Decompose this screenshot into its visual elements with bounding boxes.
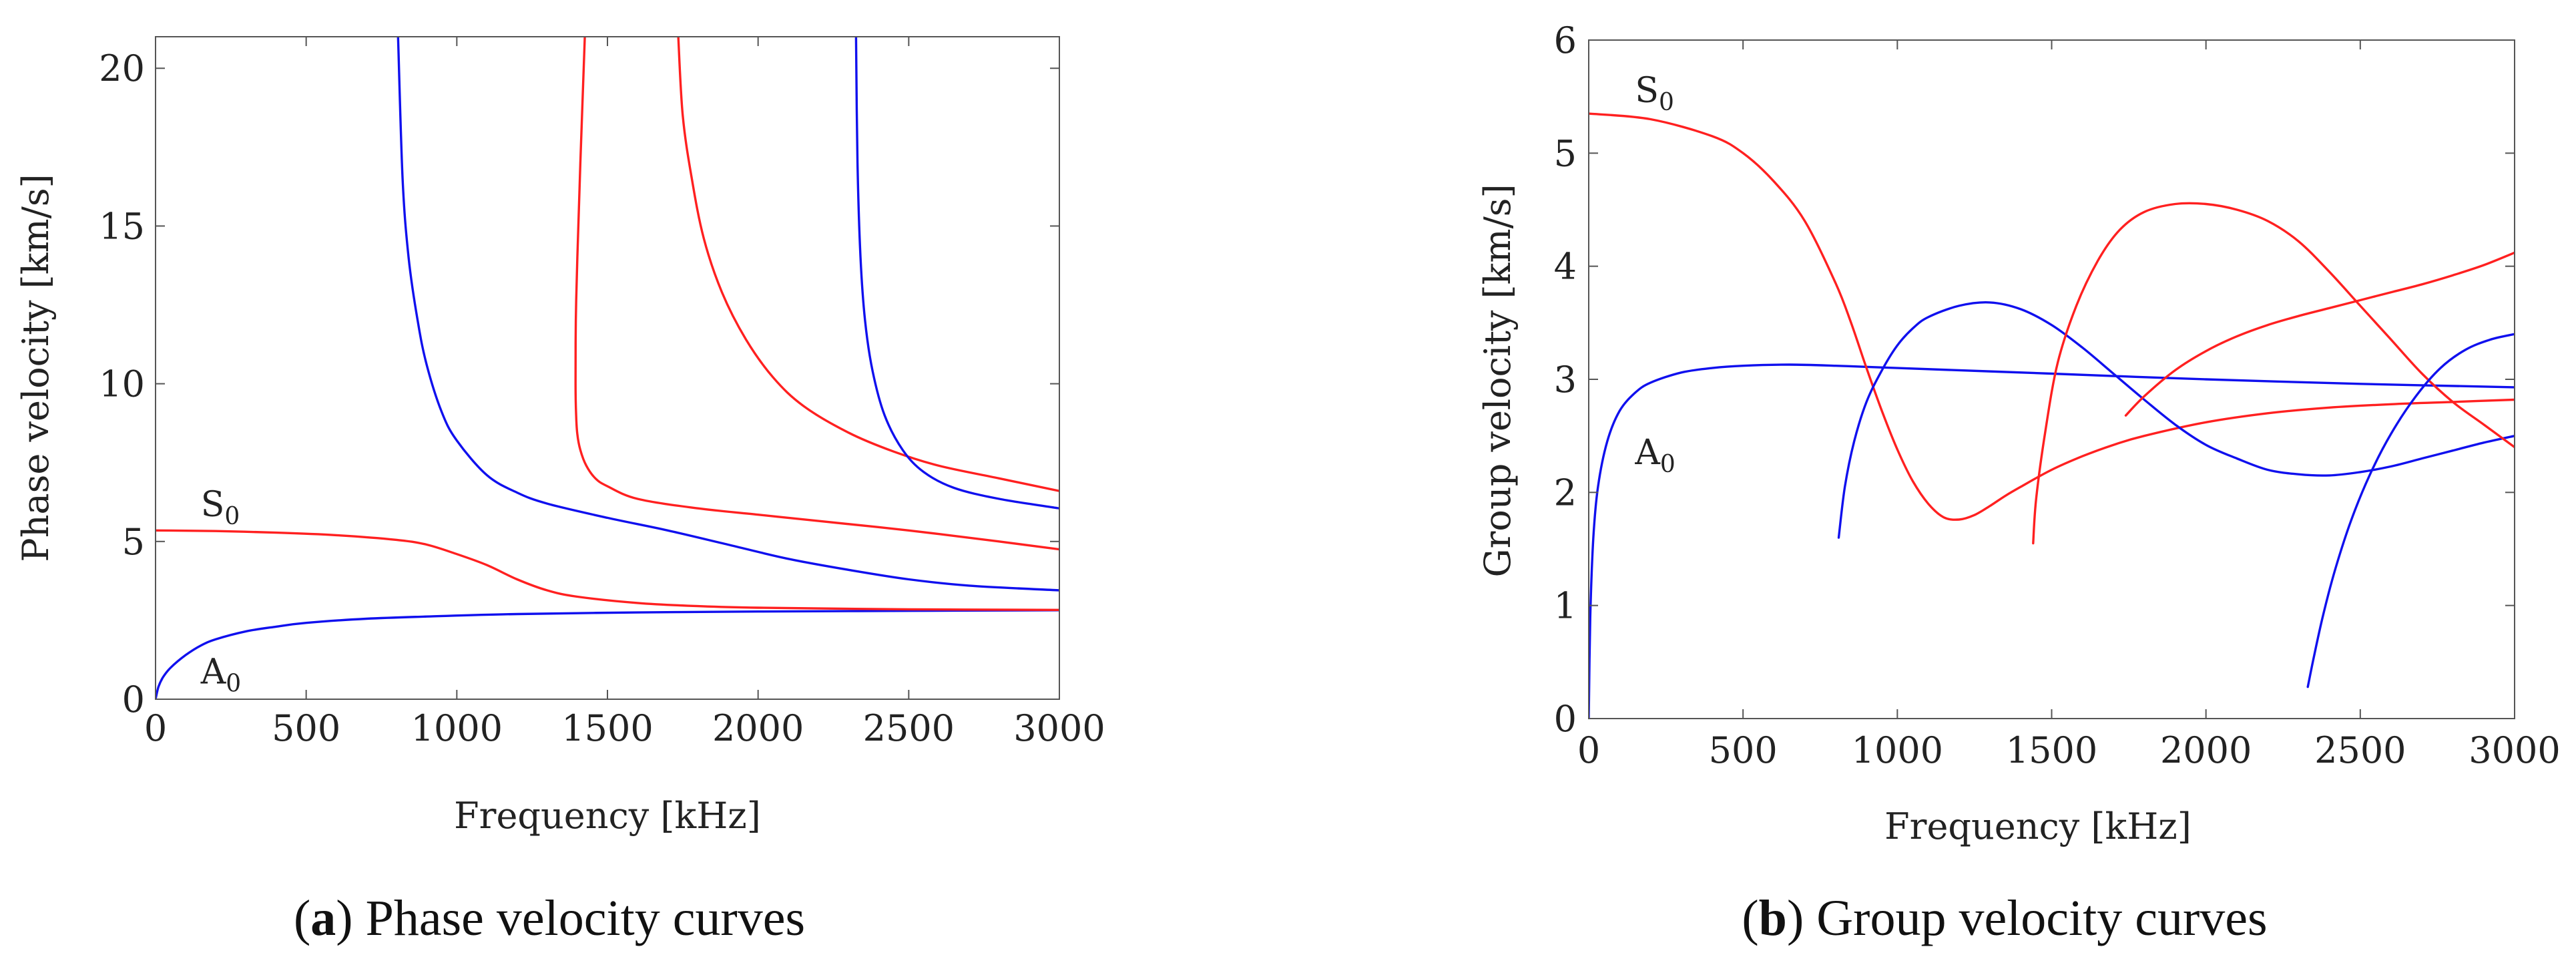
group-x-tick-label: 2500 [2314, 729, 2406, 771]
phase-x-tick-label: 1500 [561, 707, 653, 749]
group-mode-label: A0 [1634, 433, 1675, 478]
group-caption-letter: b [1759, 890, 1787, 946]
phase-curve-s2 [677, 37, 1059, 492]
group-curve-s1 [2032, 202, 2515, 545]
group-ticks-layer: 0 500 1000 1500 2000 2500 3000 0 1 2 3 4 5 6 [1554, 19, 2561, 771]
group-mode-label-sub: 0 [1659, 89, 1674, 116]
group-y-axis-label: Group velocity [km/s] [1477, 184, 1519, 577]
group-x-tick-label: 3000 [2469, 729, 2560, 771]
phase-curve-s0 [156, 529, 1059, 611]
phase-caption-text: Phase velocity curves [366, 890, 805, 946]
phase-y-tick-label: 20 [99, 47, 145, 89]
group-curve-a2 [2306, 333, 2515, 689]
group-x-tick-label: 2000 [2160, 729, 2252, 771]
group-curve-s2 [2124, 251, 2515, 417]
phase-curve-a2 [854, 37, 1059, 510]
phase-mode-label-base: S [201, 485, 225, 525]
phase-y-tick-label: 0 [122, 679, 145, 721]
phase-curve-a1 [397, 37, 1059, 592]
phase-x-tick-label: 2500 [863, 707, 955, 749]
group-curve-s0 [1589, 112, 2515, 521]
phase-mode-label: S0 [201, 485, 240, 530]
group-y-tick-label: 3 [1554, 359, 1577, 401]
phase-mode-label-sub: 0 [224, 503, 240, 530]
group-mode-label-base: A [1634, 433, 1661, 473]
group-caption: (b) Group velocity curves [1742, 890, 2267, 946]
group-mode-label-sub: 0 [1660, 451, 1676, 478]
group-x-tick-label: 500 [1709, 729, 1778, 771]
phase-x-axis-label: Frequency [kHz] [454, 795, 761, 837]
phase-caption-letter: a [310, 890, 336, 946]
phase-caption: (a) Phase velocity curves [294, 890, 805, 946]
group-x-tick-label: 1000 [1852, 729, 1943, 771]
group-curves-layer [1589, 112, 2515, 719]
phase-x-tick-label: 500 [272, 707, 340, 749]
group-mode-label: S0 [1635, 71, 1674, 116]
group-y-tick-label: 2 [1554, 471, 1577, 514]
group-y-tick-label: 4 [1554, 246, 1577, 288]
phase-curve-a0 [156, 609, 1059, 699]
phase-mode-label-sub: 0 [226, 670, 241, 697]
phase-x-tick-label: 3000 [1013, 707, 1105, 749]
group-mode-label-base: S [1635, 71, 1659, 111]
phase-curve-s1 [574, 37, 1059, 551]
group-caption-text: Group velocity curves [1816, 890, 2267, 946]
group-x-axis-label: Frequency [kHz] [1884, 805, 2192, 847]
phase-x-tick-label: 0 [144, 707, 167, 749]
phase-y-tick-label: 10 [99, 363, 145, 405]
phase-y-tick-label: 15 [99, 205, 145, 247]
group-y-tick-label: 0 [1554, 698, 1577, 740]
phase-mode-label-base: A [200, 652, 227, 692]
group-y-tick-label: 1 [1554, 585, 1577, 627]
group-y-tick-label: 6 [1554, 19, 1577, 61]
phase-y-tick-label: 5 [122, 521, 145, 563]
group-x-tick-label: 0 [1577, 729, 1600, 771]
group-x-tick-label: 1500 [2006, 729, 2097, 771]
phase-y-axis-label: Phase velocity [km/s] [15, 174, 57, 562]
phase-ticks-layer: 0 500 1000 1500 2000 2500 3000 0 5 10 15 20 [99, 37, 1105, 749]
group-curve-a1 [1837, 301, 2515, 539]
group-y-tick-label: 5 [1554, 132, 1577, 174]
phase-x-tick-label: 1000 [411, 707, 503, 749]
phase-x-tick-label: 2000 [712, 707, 804, 749]
phase-curves-layer [156, 37, 1059, 699]
group-curve-a0 [1589, 363, 2515, 719]
phase-mode-label: A0 [200, 652, 241, 697]
